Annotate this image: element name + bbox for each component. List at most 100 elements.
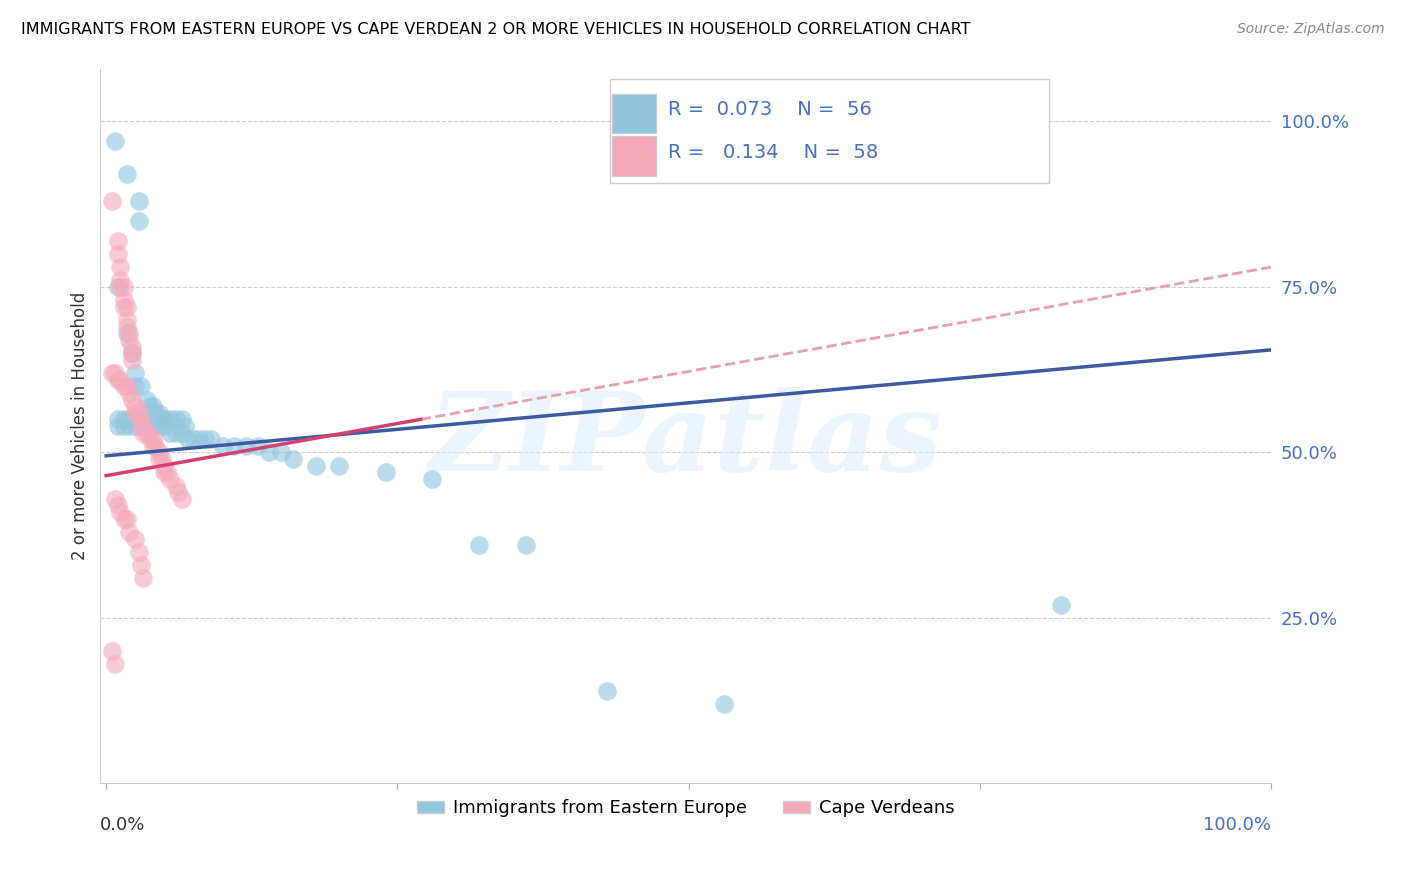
Text: R =  0.073    N =  56: R = 0.073 N = 56 — [668, 100, 872, 119]
Point — [118, 333, 141, 347]
Point — [115, 511, 138, 525]
Point — [174, 419, 197, 434]
Point — [153, 466, 176, 480]
Text: ZIPatlas: ZIPatlas — [429, 386, 942, 494]
Point — [142, 432, 165, 446]
FancyBboxPatch shape — [610, 79, 1049, 183]
Point — [124, 419, 146, 434]
Point — [118, 412, 141, 426]
Point — [128, 412, 150, 426]
Point — [235, 439, 257, 453]
Point — [224, 439, 246, 453]
Point — [104, 366, 127, 380]
Point — [101, 194, 124, 208]
Point — [107, 419, 129, 434]
Point — [281, 452, 304, 467]
Point — [115, 168, 138, 182]
Point — [143, 406, 166, 420]
Point — [165, 412, 187, 426]
Point — [128, 214, 150, 228]
Point — [112, 412, 135, 426]
Point — [108, 273, 131, 287]
Point — [142, 419, 165, 434]
Point — [188, 432, 211, 446]
Point — [107, 234, 129, 248]
Point — [170, 412, 193, 426]
Point — [150, 412, 173, 426]
Point — [148, 452, 170, 467]
Point — [132, 425, 155, 440]
Point — [136, 425, 159, 440]
Point — [104, 491, 127, 506]
Point — [128, 406, 150, 420]
Point — [115, 319, 138, 334]
Point — [112, 511, 135, 525]
Point — [108, 505, 131, 519]
Point — [101, 644, 124, 658]
Point — [200, 432, 222, 446]
Point — [104, 657, 127, 672]
Point — [115, 300, 138, 314]
Point — [165, 425, 187, 440]
Point — [128, 194, 150, 208]
Point — [165, 478, 187, 492]
Legend: Immigrants from Eastern Europe, Cape Verdeans: Immigrants from Eastern Europe, Cape Ver… — [409, 792, 962, 824]
Point — [118, 326, 141, 341]
Point — [305, 458, 328, 473]
Point — [148, 406, 170, 420]
Point — [177, 432, 200, 446]
Point — [139, 432, 162, 446]
Point — [128, 545, 150, 559]
Point — [124, 379, 146, 393]
Point — [194, 432, 217, 446]
Point — [115, 313, 138, 327]
Point — [132, 419, 155, 434]
Point — [596, 683, 619, 698]
FancyBboxPatch shape — [612, 94, 657, 133]
Point — [153, 419, 176, 434]
Point — [136, 392, 159, 407]
Point — [167, 485, 190, 500]
Point — [121, 352, 143, 367]
Text: 100.0%: 100.0% — [1204, 815, 1271, 834]
Point — [112, 379, 135, 393]
Point — [270, 445, 292, 459]
Point — [112, 280, 135, 294]
Point — [115, 326, 138, 341]
Point — [112, 293, 135, 308]
Point — [150, 452, 173, 467]
Point — [159, 472, 181, 486]
Text: IMMIGRANTS FROM EASTERN EUROPE VS CAPE VERDEAN 2 OR MORE VEHICLES IN HOUSEHOLD C: IMMIGRANTS FROM EASTERN EUROPE VS CAPE V… — [21, 22, 970, 37]
Point — [139, 399, 162, 413]
Point — [170, 425, 193, 440]
Point — [468, 538, 491, 552]
Point — [107, 499, 129, 513]
Point — [124, 406, 146, 420]
Point — [107, 373, 129, 387]
Point — [142, 399, 165, 413]
Point — [246, 439, 269, 453]
Point — [132, 412, 155, 426]
Point — [153, 412, 176, 426]
Point — [515, 538, 537, 552]
Point — [211, 439, 233, 453]
Point — [124, 532, 146, 546]
Point — [118, 524, 141, 539]
Point — [124, 399, 146, 413]
Point — [104, 134, 127, 148]
Point — [159, 425, 181, 440]
Point — [159, 412, 181, 426]
Point — [142, 439, 165, 453]
Point — [136, 419, 159, 434]
Point — [422, 472, 444, 486]
Point — [156, 466, 179, 480]
Point — [132, 571, 155, 585]
Point — [148, 445, 170, 459]
Point — [148, 419, 170, 434]
Point — [328, 458, 350, 473]
Point — [118, 385, 141, 400]
Point — [112, 300, 135, 314]
Y-axis label: 2 or more Vehicles in Household: 2 or more Vehicles in Household — [72, 292, 89, 560]
Point — [183, 432, 205, 446]
Text: R =   0.134    N =  58: R = 0.134 N = 58 — [668, 143, 879, 161]
